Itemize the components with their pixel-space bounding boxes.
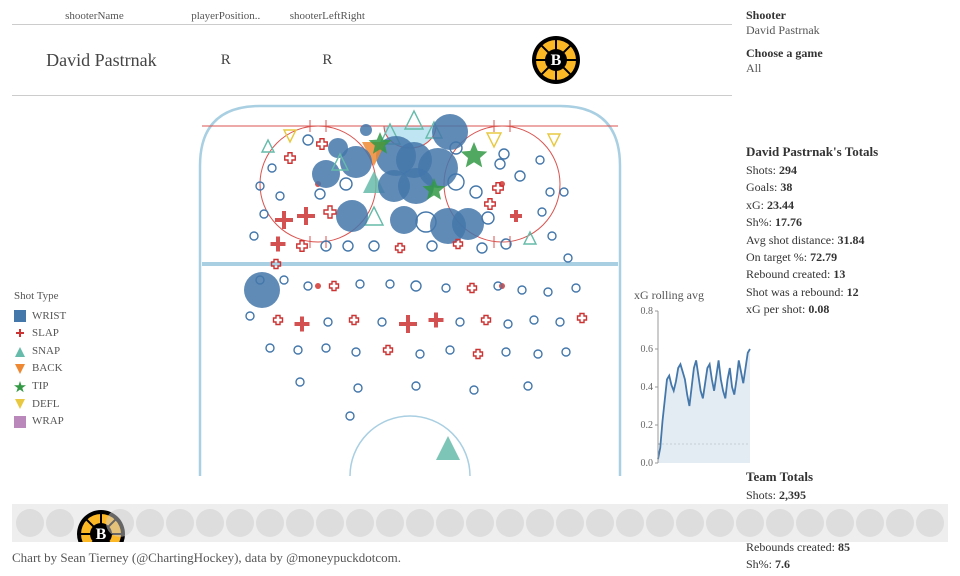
team-chip[interactable] bbox=[796, 509, 824, 537]
shooter-filter[interactable]: David Pastrnak bbox=[746, 23, 946, 38]
col-team bbox=[380, 8, 732, 25]
team-chip[interactable] bbox=[136, 509, 164, 537]
svg-text:0.0: 0.0 bbox=[641, 458, 654, 469]
legend-item[interactable]: WRAP bbox=[14, 413, 66, 431]
col-hand: shooterLeftRight bbox=[275, 8, 380, 25]
team-logo-cell: B bbox=[380, 25, 732, 96]
stat-row: Shots: 294 bbox=[746, 162, 946, 179]
xg-chart: xG rolling avg 0.0 0.2 0.4 0.6 0.8 bbox=[634, 288, 764, 479]
credit-line: Chart by Sean Tierney (@ChartingHockey),… bbox=[12, 550, 401, 566]
team-chip[interactable] bbox=[496, 509, 524, 537]
stat-row: On target %: 72.79 bbox=[746, 249, 946, 266]
team-chip[interactable] bbox=[286, 509, 314, 537]
team-chip[interactable] bbox=[466, 509, 494, 537]
svg-text:0.4: 0.4 bbox=[641, 382, 654, 393]
xg-svg: 0.0 0.2 0.4 0.6 0.8 bbox=[634, 305, 754, 475]
rink-svg bbox=[190, 96, 630, 476]
team-chip[interactable] bbox=[916, 509, 944, 537]
right-panel: Shooter David Pastrnak Choose a game All… bbox=[746, 8, 946, 573]
team-chip[interactable] bbox=[736, 509, 764, 537]
team-chip[interactable] bbox=[316, 509, 344, 537]
team-chip[interactable] bbox=[16, 509, 44, 537]
team-chip[interactable] bbox=[166, 509, 194, 537]
team-chip[interactable] bbox=[856, 509, 884, 537]
team-totals-title: Team Totals bbox=[746, 469, 946, 485]
team-chip[interactable] bbox=[406, 509, 434, 537]
player-info-table: shooterName playerPosition.. shooterLeft… bbox=[12, 8, 732, 96]
player-hand: R bbox=[275, 25, 380, 96]
team-chip[interactable] bbox=[556, 509, 584, 537]
game-filter-label: Choose a game bbox=[746, 46, 946, 61]
svg-text:B: B bbox=[551, 52, 562, 69]
col-position: playerPosition.. bbox=[177, 8, 275, 25]
game-filter[interactable]: All bbox=[746, 61, 946, 76]
shot-chart bbox=[190, 96, 630, 476]
team-chip[interactable] bbox=[196, 509, 224, 537]
legend-item[interactable]: SNAP bbox=[14, 343, 66, 361]
team-chip[interactable]: B bbox=[76, 509, 104, 537]
legend-title: Shot Type bbox=[14, 288, 66, 306]
legend-item[interactable]: SLAP bbox=[14, 325, 66, 343]
svg-text:B: B bbox=[96, 526, 107, 542]
stat-row: Avg shot distance: 31.84 bbox=[746, 232, 946, 249]
stat-row: xG per shot: 0.08 bbox=[746, 301, 946, 318]
team-chip[interactable] bbox=[646, 509, 674, 537]
stat-row: Shot was a rebound: 12 bbox=[746, 284, 946, 301]
legend-item[interactable]: DEFL bbox=[14, 396, 66, 414]
legend-item[interactable]: WRIST bbox=[14, 308, 66, 326]
team-chip[interactable] bbox=[886, 509, 914, 537]
team-chip[interactable] bbox=[826, 509, 854, 537]
team-chip[interactable] bbox=[106, 509, 134, 537]
svg-text:0.6: 0.6 bbox=[641, 344, 654, 355]
stat-row: xG: 23.44 bbox=[746, 197, 946, 214]
team-chip[interactable] bbox=[586, 509, 614, 537]
team-chip[interactable] bbox=[436, 509, 464, 537]
svg-text:0.2: 0.2 bbox=[641, 420, 654, 431]
player-position: R bbox=[177, 25, 275, 96]
team-chip[interactable] bbox=[616, 509, 644, 537]
team-chip[interactable] bbox=[766, 509, 794, 537]
player-totals-title: David Pastrnak's Totals bbox=[746, 144, 946, 160]
stat-row: Goals: 38 bbox=[746, 179, 946, 196]
team-chip[interactable] bbox=[226, 509, 254, 537]
team-chip[interactable] bbox=[346, 509, 374, 537]
team-chip[interactable] bbox=[46, 509, 74, 537]
stat-row: Shots: 2,395 bbox=[746, 487, 946, 504]
stat-row: Rebound created: 13 bbox=[746, 266, 946, 283]
team-chip[interactable] bbox=[256, 509, 284, 537]
stat-row: Sh%: 17.76 bbox=[746, 214, 946, 231]
shot-type-legend: Shot Type WRISTSLAPSNAPBACKTIPDEFLWRAP bbox=[14, 288, 66, 431]
team-chip[interactable] bbox=[676, 509, 704, 537]
legend-item[interactable]: BACK bbox=[14, 360, 66, 378]
player-name: David Pastrnak bbox=[12, 25, 177, 96]
team-chip[interactable] bbox=[376, 509, 404, 537]
legend-item[interactable]: TIP bbox=[14, 378, 66, 396]
team-logo-icon: B bbox=[531, 35, 581, 85]
xg-title: xG rolling avg bbox=[634, 288, 764, 303]
team-chip[interactable] bbox=[526, 509, 554, 537]
player-totals: David Pastrnak's Totals Shots: 294Goals:… bbox=[746, 144, 946, 319]
stat-row: Sh%: 7.6 bbox=[746, 556, 946, 573]
col-shooter: shooterName bbox=[12, 8, 177, 25]
svg-text:0.8: 0.8 bbox=[641, 306, 654, 317]
shooter-filter-label: Shooter bbox=[746, 8, 946, 23]
team-chip[interactable] bbox=[706, 509, 734, 537]
team-selector-strip[interactable]: B bbox=[12, 504, 948, 542]
